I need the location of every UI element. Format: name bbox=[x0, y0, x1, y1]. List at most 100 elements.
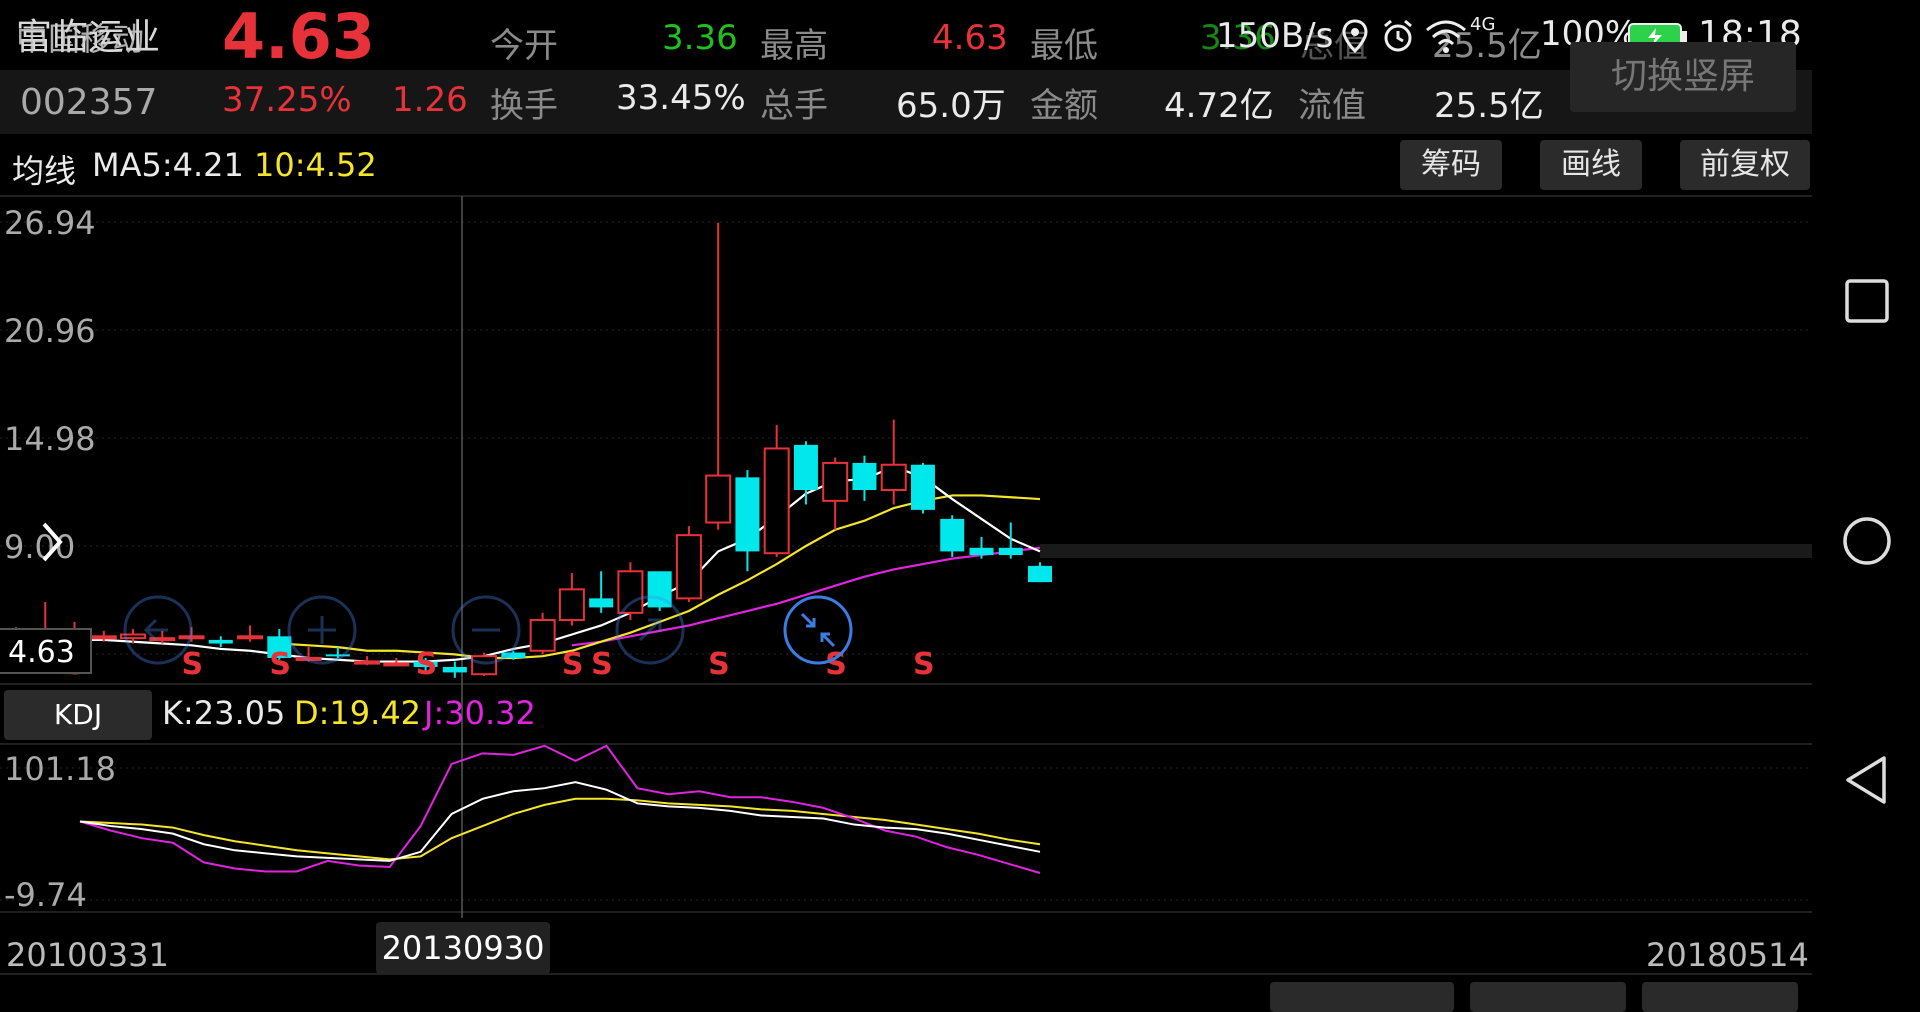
candle-body-24 bbox=[705, 474, 732, 524]
ma5-value: MA5:4.21 bbox=[92, 146, 244, 184]
candle-body-15 bbox=[442, 667, 467, 673]
xaxis-start: 20100331 bbox=[6, 936, 169, 974]
candle-body-28 bbox=[822, 461, 849, 502]
network-speed: 150B/s bbox=[1216, 16, 1334, 56]
candle-body-6 bbox=[178, 635, 205, 640]
kdj-j-line bbox=[79, 744, 1041, 874]
chip-button[interactable]: 筹码 bbox=[1400, 140, 1502, 190]
open-label: 今开 bbox=[490, 26, 558, 66]
high-value: 4.63 bbox=[932, 18, 1008, 58]
candle-body-35 bbox=[1028, 565, 1052, 583]
zoom-out-icon[interactable] bbox=[450, 594, 522, 666]
volume-label: 总手 bbox=[760, 86, 828, 126]
candle-body-22 bbox=[647, 571, 672, 608]
amount-label: 金额 bbox=[1030, 86, 1098, 126]
draw-line-button[interactable]: 画线 bbox=[1540, 140, 1642, 190]
ma-label: 均线 bbox=[12, 152, 77, 190]
candle-body-33 bbox=[969, 547, 994, 556]
turnover-value: 33.45% bbox=[616, 78, 746, 118]
bottom-tab-1[interactable] bbox=[1270, 982, 1454, 1012]
xaxis-cursor-label: 20130930 bbox=[376, 922, 550, 974]
forward-icon[interactable] bbox=[614, 594, 686, 666]
candle-body-32 bbox=[940, 518, 965, 552]
low-label: 最低 bbox=[1030, 26, 1098, 66]
xaxis-end: 20180514 bbox=[1646, 936, 1809, 974]
kdj-d-line bbox=[79, 797, 1041, 861]
ma20-line bbox=[571, 546, 1041, 647]
triangle-back-icon[interactable] bbox=[1842, 754, 1890, 806]
candle-body-5 bbox=[149, 637, 176, 642]
y-tick-label-0: 26.94 bbox=[4, 204, 96, 242]
stock-code: 002357 bbox=[20, 82, 158, 123]
collapse-icon[interactable] bbox=[782, 594, 854, 666]
sell-signal-4: S bbox=[562, 647, 584, 682]
turnover-label: 换手 bbox=[490, 86, 558, 126]
y-tick-label-2: 14.98 bbox=[4, 420, 96, 458]
kdj-k-value: K:23.05 bbox=[162, 694, 286, 732]
current-price-tag: 4.63 bbox=[0, 628, 92, 674]
kdj-d-value: D:19.42 bbox=[294, 694, 422, 732]
candle-body-12 bbox=[354, 660, 381, 665]
candle-body-29 bbox=[852, 462, 877, 491]
sell-signal-7: S bbox=[825, 647, 847, 682]
candle-body-3 bbox=[90, 635, 117, 640]
current-price: 4.63 bbox=[222, 0, 375, 73]
sell-signal-2: S bbox=[269, 647, 291, 682]
open-value: 3.36 bbox=[662, 18, 738, 58]
candle-body-30 bbox=[880, 463, 907, 492]
y-tick-label-1: 20.96 bbox=[4, 312, 96, 350]
candle-body-17 bbox=[501, 652, 526, 658]
kdj-tab[interactable]: KDJ bbox=[4, 690, 152, 740]
candle-body-23 bbox=[675, 534, 702, 600]
sell-signal-6: S bbox=[708, 647, 730, 682]
chevron-right-icon[interactable] bbox=[38, 520, 68, 564]
kdj-y-bottom: -9.74 bbox=[4, 876, 87, 914]
candle-body-16 bbox=[471, 655, 498, 676]
header-row2-bg bbox=[0, 70, 1812, 134]
chart-grid bbox=[0, 195, 1812, 975]
price-band bbox=[1040, 544, 1812, 558]
float-label: 流值 bbox=[1298, 86, 1366, 126]
ma10-value: 10:4.52 bbox=[254, 146, 377, 184]
circle-nav-icon[interactable] bbox=[1842, 516, 1892, 566]
bottom-tab-3[interactable] bbox=[1642, 982, 1798, 1012]
volume-value: 65.0万 bbox=[896, 86, 1006, 126]
zoom-in-icon[interactable] bbox=[286, 594, 358, 666]
wifi-icon bbox=[1424, 16, 1468, 56]
y-tick-label-3: 9.00 bbox=[4, 528, 75, 566]
location-icon bbox=[1340, 18, 1370, 54]
candle-body-27 bbox=[793, 444, 818, 491]
candle-body-9 bbox=[267, 636, 292, 658]
bottom-tab-2[interactable] bbox=[1470, 982, 1626, 1012]
kdj-lines bbox=[79, 744, 1041, 874]
stock-name[interactable]: 富临运业 bbox=[16, 17, 161, 58]
candle-body-7 bbox=[208, 639, 233, 644]
sell-signal-5: S bbox=[591, 647, 613, 682]
candle-body-20 bbox=[589, 598, 614, 608]
sell-signal-1: S bbox=[182, 647, 204, 682]
float-value: 25.5亿 bbox=[1434, 86, 1544, 126]
back-icon[interactable] bbox=[122, 594, 194, 666]
status-carrier: 中国移动 bbox=[16, 20, 145, 58]
switch-portrait-button[interactable]: 切换竖屏 bbox=[1570, 42, 1796, 112]
square-nav-icon[interactable] bbox=[1844, 278, 1890, 324]
kdj-k-line bbox=[79, 781, 1041, 862]
candle-body-21 bbox=[617, 570, 644, 614]
candle-body-13 bbox=[383, 662, 410, 667]
sell-signal-3: S bbox=[416, 647, 438, 682]
adjust-button[interactable]: 前复权 bbox=[1680, 140, 1810, 190]
candle-body-11 bbox=[325, 654, 350, 657]
candle-body-14 bbox=[413, 661, 438, 668]
kdj-y-top: 101.18 bbox=[4, 750, 116, 788]
candle-body-26 bbox=[763, 447, 790, 555]
candle-body-4 bbox=[120, 633, 147, 640]
candle-body-10 bbox=[295, 656, 322, 661]
change-amount: 1.26 bbox=[392, 80, 468, 120]
candle-body-8 bbox=[237, 635, 264, 640]
candle-body-25 bbox=[735, 477, 760, 552]
high-label: 最高 bbox=[760, 26, 828, 66]
android-nav-bar bbox=[1812, 0, 1920, 1004]
candle-body-31 bbox=[910, 464, 935, 510]
